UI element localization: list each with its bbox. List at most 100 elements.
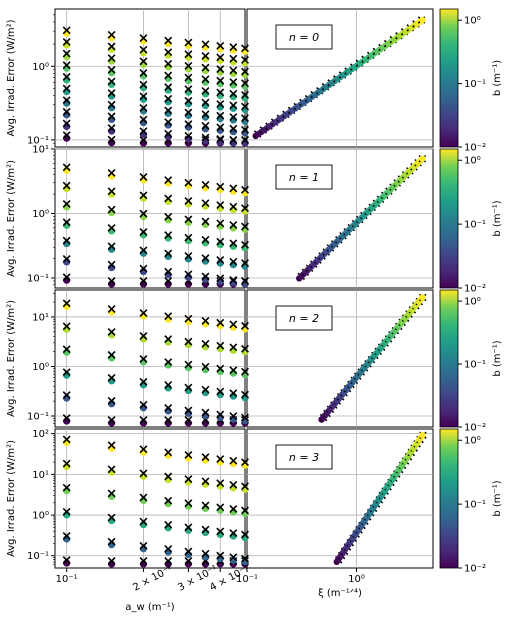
colorbar-label: b (m⁻¹) bbox=[492, 340, 503, 376]
marker-reference-x bbox=[184, 557, 193, 565]
marker-reference-x bbox=[139, 34, 148, 43]
marker-reference-x bbox=[139, 517, 148, 526]
marker-reference-x bbox=[62, 368, 71, 377]
marker-reference-x bbox=[201, 477, 210, 486]
y-axis-label: Avg. Irrad. Error (W/m²) bbox=[6, 160, 17, 277]
marker-reference-x bbox=[139, 264, 148, 273]
marker-reference-x bbox=[229, 276, 238, 284]
y-tick-label: 10⁰ bbox=[32, 362, 49, 373]
y-tick-label: 10¹ bbox=[32, 312, 49, 323]
marker-reference-x bbox=[229, 43, 238, 52]
colorbar-label: b (m⁻¹) bbox=[492, 60, 503, 96]
marker-reference-x bbox=[229, 320, 238, 329]
colorbar-tick-label: 10⁰ bbox=[464, 297, 481, 308]
marker-reference-x bbox=[229, 136, 238, 144]
marker-reference-x bbox=[216, 551, 225, 560]
n-legend-box bbox=[275, 24, 333, 50]
marker-reference-x bbox=[241, 79, 249, 88]
marker-reference-x bbox=[107, 168, 116, 177]
marker-reference-x bbox=[164, 358, 173, 367]
marker-reference-x bbox=[139, 80, 148, 89]
marker-reference-x bbox=[216, 237, 225, 246]
marker-reference-x bbox=[241, 321, 249, 330]
marker-reference-x bbox=[241, 125, 249, 134]
marker-reference-x bbox=[216, 410, 225, 419]
marker-reference-x bbox=[107, 350, 116, 359]
marker-reference-x bbox=[164, 59, 173, 68]
left-axes-frame bbox=[54, 8, 246, 148]
marker-reference-x bbox=[139, 557, 148, 565]
n-legend-label: n = 0 bbox=[289, 31, 319, 44]
marker-reference-x bbox=[164, 520, 173, 529]
marker-reference-x bbox=[201, 408, 210, 417]
marker-reference-x bbox=[164, 176, 173, 185]
marker-reference-x bbox=[216, 256, 225, 264]
marker-reference-x bbox=[184, 120, 193, 129]
n-legend-box bbox=[275, 164, 333, 190]
marker-reference-x bbox=[62, 131, 71, 140]
right-x-axis-label: ξ (m⁻¹ᐟ⁴) bbox=[318, 588, 362, 599]
marker-reference-x bbox=[184, 547, 193, 556]
marker-reference-x bbox=[139, 127, 148, 136]
marker-reference-x bbox=[229, 89, 238, 98]
marker-reference-x bbox=[229, 54, 238, 63]
marker-reference-x bbox=[164, 106, 173, 115]
marker-reference-x bbox=[241, 102, 249, 111]
marker-reference-x bbox=[216, 341, 225, 350]
marker-reference-x bbox=[107, 187, 116, 196]
right-axes-frame bbox=[246, 289, 434, 428]
marker-reference-x bbox=[216, 387, 225, 396]
left-axes-frame bbox=[54, 428, 246, 569]
marker-reference-x bbox=[229, 257, 238, 266]
marker-reference-x bbox=[201, 86, 210, 95]
marker-reference-x bbox=[62, 507, 71, 516]
marker-reference-x bbox=[139, 377, 148, 386]
marker-reference-x bbox=[139, 228, 148, 236]
marker-reference-x bbox=[107, 89, 116, 98]
marker-reference-x bbox=[201, 63, 210, 72]
marker-reference-x bbox=[139, 493, 148, 502]
colorbar-tick-label: 10⁰ bbox=[464, 16, 481, 27]
marker-reference-x bbox=[229, 66, 238, 75]
marker-reference-x bbox=[184, 475, 193, 484]
marker-reference-x bbox=[62, 236, 71, 245]
marker-reference-x bbox=[164, 48, 173, 57]
marker-reference-x bbox=[164, 118, 173, 127]
marker-reference-x bbox=[229, 78, 238, 87]
n-legend-box bbox=[275, 444, 333, 470]
marker-reference-x bbox=[216, 65, 225, 74]
marker-reference-x bbox=[201, 385, 210, 394]
marker-reference-x bbox=[62, 84, 71, 93]
colorbar bbox=[439, 428, 459, 569]
marker-reference-x bbox=[184, 96, 193, 105]
marker-reference-x bbox=[241, 458, 249, 467]
marker-reference-x bbox=[216, 182, 225, 191]
marker-reference-x bbox=[139, 246, 148, 255]
marker-reference-x bbox=[229, 553, 238, 562]
y-tick-label: 10⁰ bbox=[32, 209, 49, 220]
marker-reference-x bbox=[164, 194, 173, 203]
marker-reference-x bbox=[216, 135, 225, 143]
panel-0: 10⁻¹ 10⁰ n = 0 10⁻² 10⁻¹ 10⁰ b (m⁻¹) Avg. Irrad… bbox=[6, 8, 503, 154]
marker-reference-x bbox=[164, 312, 173, 321]
marker-reference-x bbox=[216, 364, 225, 373]
marker-reference-x bbox=[107, 557, 116, 565]
n-legend-label: n = 1 bbox=[289, 171, 319, 184]
marker-reference-x bbox=[139, 191, 148, 200]
y-axis-label: Avg. Irrad. Error (W/m²) bbox=[6, 19, 17, 136]
marker-reference-x bbox=[184, 270, 193, 279]
colorbar bbox=[439, 289, 459, 428]
marker-reference-x bbox=[139, 277, 148, 285]
marker-reference-x bbox=[107, 465, 116, 474]
marker-reference-x bbox=[62, 414, 71, 423]
marker-reference-x bbox=[139, 309, 148, 318]
x-tick-label: 10⁰ bbox=[348, 574, 365, 585]
marker-reference-x bbox=[107, 537, 116, 546]
marker-reference-x bbox=[201, 339, 210, 348]
marker-reference-x bbox=[107, 416, 116, 424]
marker-reference-x bbox=[201, 254, 210, 263]
marker-reference-x bbox=[139, 332, 148, 340]
marker-reference-x bbox=[62, 345, 71, 354]
marker-reference-x bbox=[107, 42, 116, 51]
marker-reference-x bbox=[229, 343, 238, 352]
